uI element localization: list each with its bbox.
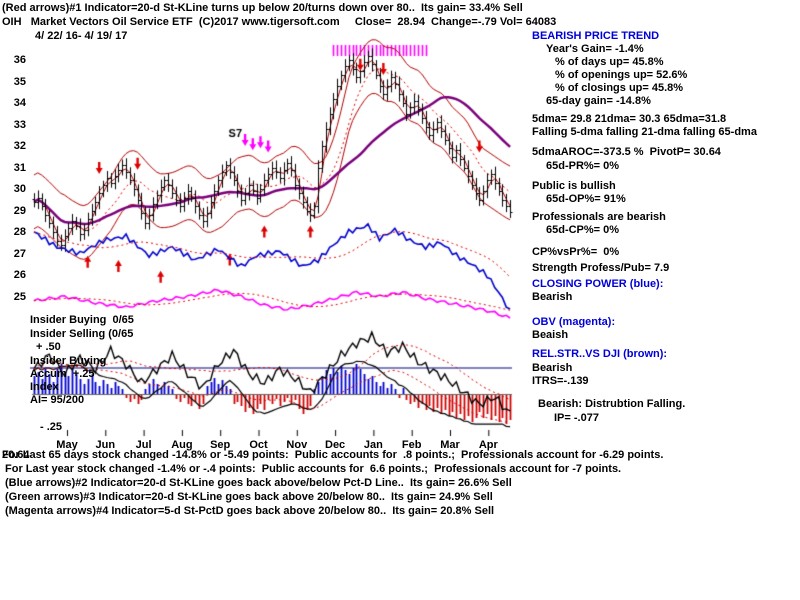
insider-buying-title: Insider Buying (30, 355, 107, 367)
pct-closings-up: % of closings up= 45.8% (555, 82, 684, 94)
x-axis-label: Jul (135, 439, 152, 451)
y-axis-label: 28 (13, 226, 26, 238)
y-axis-label: 36 (13, 54, 26, 66)
x-axis-label: Jun (95, 439, 116, 451)
y-axis-label: 25 (13, 290, 26, 303)
y-axis-label: 33 (13, 118, 26, 131)
x-axis-label: Jan (363, 439, 383, 451)
insider-selling-label: Insider Selling (0/65 (30, 328, 134, 340)
accum-scale-plus-label: + .50 (36, 341, 61, 353)
x-axis-label: Feb (401, 439, 422, 451)
public-status: Public is bullish (532, 180, 616, 192)
indicator2-summary: (Blue arrows)#2 Indicator=20-d St-KLine … (5, 477, 512, 489)
strength-ratio: Strength Profess/Pub= 7.9 (532, 262, 670, 274)
itrs-value: ITRS=-.139 (532, 375, 589, 387)
rel-strength-title: REL.STR..VS DJI (brown): (532, 348, 668, 360)
x-axis-label: Apr (478, 439, 498, 451)
op65: 65d-OP%= 91% (546, 193, 626, 205)
x-axis-label: Oct (249, 439, 268, 451)
years-gain: Year's Gain= -1.4% (546, 43, 644, 55)
aroc-pivot: 5dmaAROC=-373.5 % PivotP= 30.64 (532, 146, 721, 158)
x-axis-label: May (56, 439, 78, 451)
x-axis-label: Dec (325, 439, 346, 451)
x-axis-label: Nov (286, 439, 308, 451)
obv-status: Beaish (532, 329, 569, 341)
x-axis-label: Mar (440, 439, 460, 451)
y-axis-label: 35 (13, 75, 26, 88)
pct-openings-up: % of openings up= 52.6% (555, 69, 688, 81)
y-axis-label: 27 (13, 247, 26, 260)
insider-buying-label: Insider Buying 0/65 (30, 314, 134, 326)
closing-power-status: Bearish (532, 291, 573, 303)
y-axis-label: 29 (13, 204, 26, 217)
trend-title: BEARISH PRICE TREND (532, 30, 660, 42)
dma-values: 5dma= 29.8 21dma= 30.3 65dma=31.8 (532, 113, 727, 125)
y-axis-label: 31 (13, 161, 26, 174)
cp-vs-pr: CP%vsPr%= 0% (532, 246, 620, 258)
last-65-days-summary: For Last 65 days stock changed -14.8% or… (2, 449, 664, 461)
indicator1-summary: (Red arrows)#1 Indicator=20-d St-KLine t… (2, 2, 523, 14)
accum-label: Accum +.25 (30, 368, 95, 380)
dma-trend: Falling 5-dma falling 21-dma falling 65-… (532, 126, 757, 138)
distribution-status: Bearish: Distrubtion Falling. (538, 398, 686, 410)
indicator3-summary: (Green arrows)#3 Indicator=20-d St-KLine… (5, 491, 493, 503)
rel-strength-status: Bearish (532, 362, 573, 374)
x-axis-label: Aug (171, 439, 193, 451)
accum-scale-minus-label: - .25 (40, 421, 63, 433)
pct-days-up: % of days up= 45.8% (555, 56, 664, 68)
last-year-summary: For Last year stock changed -1.4% or -.4… (5, 463, 622, 475)
pivot-price-overlay: 20.64 (2, 449, 30, 461)
gain-65day: 65-day gain= -14.8% (546, 95, 651, 107)
index-label: Index (30, 381, 59, 393)
cp65: 65d-CP%= 0% (546, 224, 620, 236)
indicator4-summary: (Magenta arrows)#4 Indicator=5-d St-PctD… (5, 505, 495, 517)
y-axis-label: 34 (13, 97, 26, 109)
y-axis-label: 26 (13, 269, 26, 281)
obv-title: OBV (magenta): (532, 316, 616, 328)
x-axis-label: Sep (210, 439, 231, 451)
y-axis-label: 32 (13, 140, 26, 152)
ticker-summary: OIH Market Vectors Oil Service ETF (C)20… (2, 16, 557, 28)
y-axis-label: 30 (13, 183, 26, 195)
ip-value: IP= -.077 (554, 412, 599, 424)
professionals-status: Professionals are bearish (532, 211, 666, 223)
pr65: 65d-PR%= 0% (546, 160, 620, 172)
closing-power-title: CLOSING POWER (blue): (532, 278, 664, 290)
ai-label: AI= 95/200 (30, 394, 85, 406)
date-range: 4/ 22/ 16- 4/ 19/ 17 (35, 30, 128, 42)
